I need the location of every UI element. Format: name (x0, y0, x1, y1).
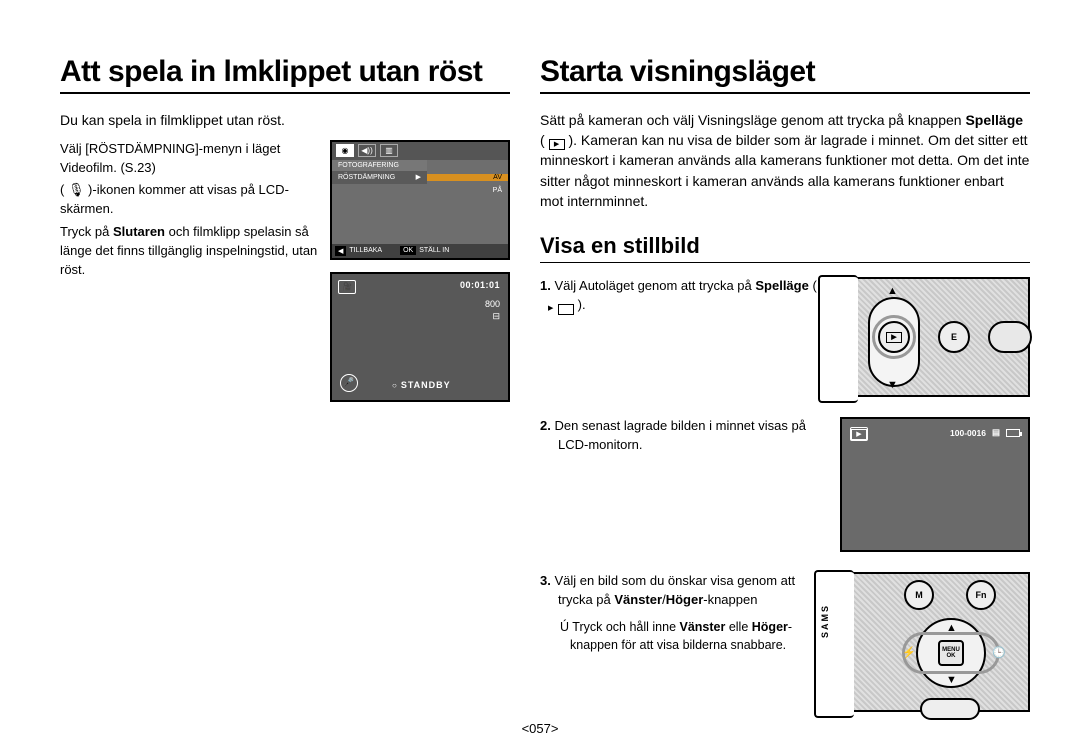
menu-opt-av: AV (427, 174, 508, 181)
camera-back-illustration-1: ▲ ▼ E (840, 277, 1030, 397)
menu-footer: ◀ TILLBAKA OK STÄLL IN (332, 244, 508, 258)
menu-tabs: ◉ ◀)) ▥ (332, 142, 508, 160)
play-button-highlight (872, 315, 916, 359)
camera-back-illustration-2: SAMS M Fn MENUOK ▲ ▼ ⚡ 🕒 (840, 572, 1030, 712)
playback-mode-icon (850, 427, 868, 441)
menu-row-label: RÖSTDÄMPNING▶ (332, 171, 427, 184)
lcd-right-icons: 800 ⊟ (485, 298, 500, 323)
image-counter: 100-0016 (950, 428, 986, 438)
left-steps: Välj [RÖSTDÄMPNING]-menyn i läget Videof… (60, 140, 318, 280)
menu-screenshot: ◉ ◀)) ▥ FOTOGRAFERING RÖSTDÄMPNING▶ AV P… (330, 140, 510, 260)
up-arrow-icon: ▲ (887, 285, 898, 297)
down-arrow-icon: ▼ (887, 379, 898, 391)
step-2-text: 2. Den senast lagrade bilden i minnet vi… (540, 417, 826, 455)
menu-section-title: FOTOGRAFERING (332, 160, 427, 171)
step-3-sub: Ú Tryck och håll inne Vänster elle Höger… (558, 618, 826, 654)
flash-icon: ⚡ (902, 646, 916, 659)
battery-icon (1006, 429, 1020, 437)
dpad-up-icon: ▲ (946, 622, 957, 634)
right-intro: Sätt på kameran och välj Visningsläge ge… (540, 110, 1030, 212)
card-icon: ▤ (992, 427, 1000, 438)
page-number: <057> (522, 721, 559, 736)
menu-footer-set: STÄLL IN (419, 247, 449, 254)
step-3-text: 3. Välj en bild som du önskar visa genom… (540, 572, 826, 654)
left-heading: Att spela in lmklippet utan röst (60, 55, 510, 94)
subheading: Visa en stillbild (540, 233, 1030, 263)
play-icon (549, 139, 565, 150)
dpad-down-icon: ▼ (946, 674, 957, 686)
lcd-standby-screenshot: 🎥 00:01:01 800 ⊟ 🎤 STANDBY (330, 272, 510, 402)
ok-key-icon: OK (400, 246, 416, 255)
mute-icon: 🎤 (340, 374, 358, 392)
lcd-top-right: 100-0016 ▤ (950, 427, 1020, 438)
timer-icon: 🕒 (992, 646, 1006, 659)
sound-tab-icon: ◀)) (358, 144, 376, 157)
camera-tab-icon: ◉ (336, 144, 354, 157)
zoom-rocker (988, 321, 1032, 353)
lcd-time: 00:01:01 (460, 280, 500, 290)
e-button: E (938, 321, 970, 353)
left-right-highlight (902, 632, 1000, 674)
back-key-icon: ◀ (335, 246, 346, 256)
step-2-row: 2. Den senast lagrade bilden i minnet vi… (540, 417, 1030, 552)
menu-footer-back: TILLBAKA (349, 247, 382, 254)
settings-tab-icon: ▥ (380, 144, 398, 157)
left-column: Att spela in lmklippet utan röst Du kan … (60, 55, 510, 722)
left-step-1: Välj [RÖSTDÄMPNING]-menyn i läget Videof… (60, 140, 318, 178)
right-column: Starta visningsläget Sätt på kameran och… (540, 55, 1030, 722)
left-step-2: ( 🎙 )-ikonen kommer att visas på LCD-skä… (60, 181, 318, 219)
step-3-row: 3. Välj en bild som du önskar visa genom… (540, 572, 1030, 712)
movie-mode-icon: 🎥 (338, 280, 356, 294)
step-1-row: 1. Välj Autoläget genom att trycka på Sp… (540, 277, 1030, 397)
menu-opt-pa: PÅ (427, 187, 508, 194)
play-icon (558, 304, 574, 315)
lcd-standby-label: STANDBY (392, 380, 451, 390)
right-heading: Starta visningsläget (540, 55, 1030, 94)
step-1-text: 1. Välj Autoläget genom att trycka på Sp… (540, 277, 826, 315)
left-intro: Du kan spela in filmklippet utan röst. (60, 110, 510, 130)
left-step-3: Tryck på Slutaren och filmklipp spelasin… (60, 223, 318, 280)
lcd-playback-illustration: 100-0016 ▤ (840, 417, 1030, 552)
menu-and-lcd-stack: ◉ ◀)) ▥ FOTOGRAFERING RÖSTDÄMPNING▶ AV P… (330, 140, 510, 402)
